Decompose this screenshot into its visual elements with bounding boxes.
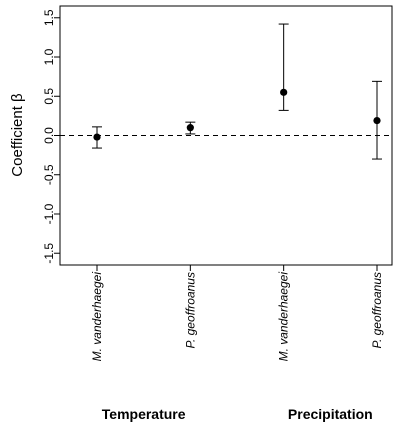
data-point: [186, 124, 194, 132]
x-category-label: M. vanderhaegei: [90, 272, 104, 362]
x-category-label: P. geoffroanus: [370, 272, 384, 349]
group-labels: Temperature Precipitation: [102, 406, 373, 422]
x-axis: M. vanderhaegei P. geoffroanus M. vanderha…: [90, 265, 384, 361]
y-tick-label: 1.5: [42, 9, 56, 26]
y-axis: -1.5 -1.0 -0.5 0.0 0.5 1.0 1.5: [42, 9, 60, 264]
point-group: [372, 80, 382, 160]
group-label-temperature: Temperature: [102, 406, 186, 422]
data-point: [280, 88, 288, 96]
group-label-precipitation: Precipitation: [288, 406, 373, 422]
x-category-label: P. geoffroanus: [183, 272, 197, 349]
y-tick-label: -1.0: [42, 203, 56, 224]
y-tick-label: -0.5: [42, 164, 56, 185]
y-tick-label: 1.0: [42, 48, 56, 65]
y-tick-label: -1.5: [42, 243, 56, 264]
data-point: [93, 133, 101, 141]
data-point: [373, 116, 381, 125]
point-group: [278, 23, 289, 111]
y-tick-label: 0.5: [42, 88, 56, 105]
y-tick-label: 0.0: [42, 127, 56, 144]
point-group: [92, 126, 102, 149]
data-marks: [92, 23, 382, 160]
x-category-label: M. vanderhaegei: [277, 272, 291, 362]
point-group: [185, 121, 196, 135]
y-axis-label: Coefficient β: [9, 93, 26, 177]
